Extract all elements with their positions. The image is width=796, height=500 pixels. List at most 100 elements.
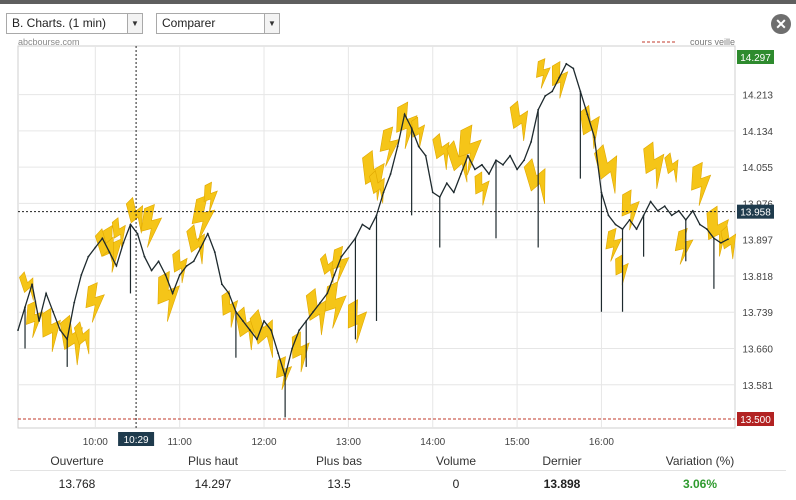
price-point (178, 274, 181, 276)
low-badge-bg (737, 412, 774, 426)
y-tick-label: 13.660 (742, 345, 773, 356)
cursor-value-badge-bg (737, 204, 774, 219)
x-tick-label: 12:00 (252, 437, 277, 446)
y-tick-label: 14.055 (742, 163, 773, 174)
price-point (649, 200, 652, 203)
price-point (87, 255, 90, 258)
price-point (593, 136, 596, 139)
cursor-time-badge-bg (118, 432, 155, 446)
price-point (122, 242, 125, 244)
price-point (368, 228, 371, 231)
price-point (220, 283, 223, 286)
price-point (94, 246, 97, 249)
price-point (73, 301, 76, 304)
price-chart[interactable]: abcbourse.com cours veille 14.21314.1341… (0, 36, 796, 446)
price-point (445, 182, 448, 185)
price-point (396, 145, 399, 148)
price-point (614, 223, 617, 226)
price-point (38, 320, 40, 322)
price-point (452, 191, 455, 194)
cursor-overlay: 14.297 13.958 13.500 10:29 (18, 46, 774, 446)
price-point (586, 113, 589, 116)
price-point (670, 214, 673, 217)
lightning-bolt (594, 144, 618, 194)
lightning-bolt (580, 104, 600, 149)
lightning-bolt (172, 249, 188, 284)
price-point (164, 274, 167, 276)
lightning-bolt (536, 58, 551, 89)
price-point (551, 90, 554, 93)
lightning-overlay (19, 58, 737, 391)
lightning-bolt (615, 254, 629, 286)
lightning-bolt (379, 126, 400, 167)
lightning-bolt (509, 100, 529, 141)
price-point (502, 163, 504, 166)
price-point (31, 283, 33, 286)
price-point (691, 209, 694, 212)
y-tick-label: 13.581 (742, 381, 773, 392)
last-label: Dernier (542, 454, 582, 468)
lightning-bolt (446, 140, 468, 183)
price-point (143, 255, 146, 258)
cursor-time-badge: 10:29 (124, 435, 149, 446)
compare-select[interactable]: Comparer ▼ (156, 13, 280, 34)
summary-bar: Ouverture Plus haut Plus bas Volume Dern… (0, 450, 796, 500)
price-point (340, 255, 343, 258)
lightning-bolt (305, 287, 328, 336)
price-point (635, 228, 638, 231)
lightning-bolt (691, 161, 712, 206)
price-point (150, 269, 153, 272)
price-point (663, 205, 666, 208)
lightning-bolt (186, 224, 205, 265)
low-value: 13.5 (327, 477, 351, 491)
price-point (607, 214, 610, 217)
lightning-bolt (347, 299, 368, 344)
close-icon[interactable]: ✕ (771, 14, 791, 34)
y-tick-label: 13.818 (742, 272, 773, 283)
price-point (256, 338, 258, 341)
price-point (488, 173, 490, 175)
lightning-bolt (523, 158, 546, 205)
lightning-bolt (19, 271, 34, 301)
price-line (17, 62, 729, 379)
price-point (59, 329, 62, 332)
price-point (481, 163, 483, 166)
y-tick-label: 14.213 (742, 91, 773, 102)
x-tick-label: 11:00 (168, 437, 193, 446)
price-point (277, 352, 279, 355)
price-point (424, 154, 427, 157)
lightning-bolt (111, 217, 126, 248)
chevron-down-icon[interactable]: ▼ (127, 14, 142, 33)
price-point (389, 173, 392, 175)
price-point (417, 145, 420, 148)
volume-value: 0 (452, 477, 460, 491)
price-point (544, 95, 547, 97)
x-tick-label: 15:00 (505, 437, 530, 446)
window-top-border (0, 0, 796, 4)
chart-type-select[interactable]: B. Charts. (1 min) ▼ (6, 13, 143, 34)
price-point (326, 292, 329, 295)
price-point (17, 329, 19, 332)
volume-label: Volume (435, 454, 477, 468)
variation-value: 3.06% (682, 477, 718, 491)
lightning-bolt (291, 331, 310, 373)
y-tick-label: 13.897 (742, 236, 773, 247)
price-point (720, 242, 722, 244)
y-tick-label: 13.739 (742, 308, 773, 319)
price-point (509, 154, 511, 157)
price-point (298, 329, 301, 332)
chevron-down-icon[interactable]: ▼ (264, 14, 279, 33)
lightning-bolt (605, 227, 623, 262)
price-point (565, 62, 568, 65)
lightning-bolt (674, 227, 694, 265)
price-point (530, 140, 533, 143)
open-label: Ouverture (50, 454, 104, 468)
variation-label: Variation (%) (665, 454, 735, 468)
lightning-bolt (396, 101, 418, 150)
compare-select-value: Comparer (162, 16, 216, 30)
lightning-bolt (319, 253, 335, 283)
lightning-bolt (203, 181, 218, 213)
lightning-bolt (643, 141, 665, 189)
price-point (403, 113, 406, 116)
price-point (242, 320, 244, 322)
